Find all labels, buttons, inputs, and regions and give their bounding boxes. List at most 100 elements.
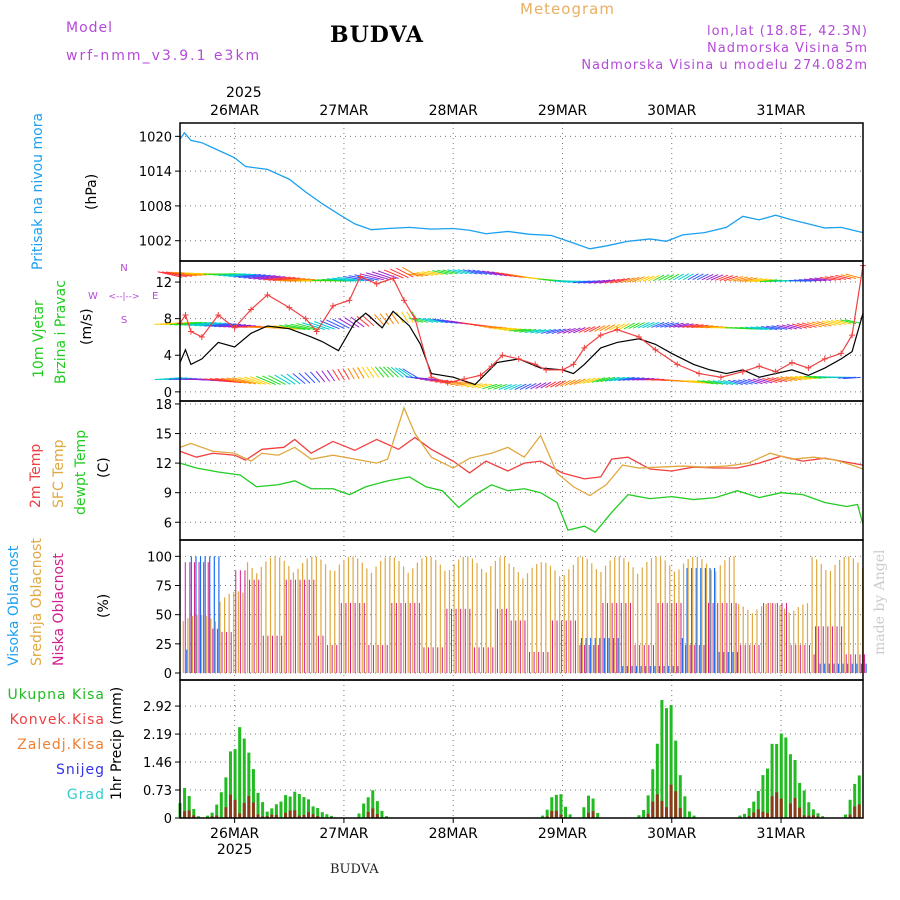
wind-barb xyxy=(250,376,271,385)
wind-barb xyxy=(199,322,227,327)
wind-barb xyxy=(562,327,576,334)
compass-north: N xyxy=(120,263,127,274)
x-tick-label-top: 26MAR xyxy=(210,103,259,119)
conv-precip-bar xyxy=(288,810,292,818)
wind-barb xyxy=(274,374,291,385)
legend-total-rain: Ukupna Kisa xyxy=(7,687,105,703)
wind-barb xyxy=(686,380,704,384)
wind-gust-marker xyxy=(346,297,353,304)
wind-barb xyxy=(819,276,837,281)
wind-barb xyxy=(826,320,842,326)
wind-barb xyxy=(692,273,704,281)
wind-barb xyxy=(530,382,542,390)
total-precip-bar xyxy=(637,815,641,818)
wind-barb xyxy=(588,279,606,284)
wind-gust-marker xyxy=(182,311,189,318)
total-precip-bar xyxy=(651,769,655,818)
wind-barb xyxy=(801,322,817,328)
conv-precip-bar xyxy=(765,813,769,818)
total-precip-bar xyxy=(743,813,747,818)
wind-barb xyxy=(837,376,856,379)
total-precip-bar xyxy=(541,815,545,818)
wind-gust-marker xyxy=(756,363,763,370)
conv-precip-bar xyxy=(187,810,191,818)
wind-barb xyxy=(524,329,542,334)
total-precip-bar xyxy=(738,815,742,818)
total-precip-bar xyxy=(655,743,659,818)
conv-precip-bar xyxy=(371,808,375,818)
conv-precip-bar xyxy=(788,803,792,818)
total-precip-bar xyxy=(183,787,187,818)
wind-barb xyxy=(747,378,763,385)
wind-barb xyxy=(646,321,660,329)
wind-barb xyxy=(226,377,252,385)
wind-gust-marker xyxy=(652,346,659,353)
y-tick-label: 8 xyxy=(164,313,172,328)
wind-barb xyxy=(416,271,434,276)
sfc-temp-line xyxy=(179,406,864,497)
conv-precip-bar xyxy=(761,811,765,818)
wind-barb xyxy=(194,322,222,327)
wind-barb xyxy=(677,323,694,328)
x-tick-label-top: 27MAR xyxy=(319,103,368,119)
wind-barb xyxy=(794,375,812,380)
conv-precip-bar xyxy=(183,811,187,818)
total-precip-bar xyxy=(756,790,760,818)
wind-barb xyxy=(746,277,763,283)
wind-barb xyxy=(315,371,326,383)
wind-barb xyxy=(738,379,753,385)
total-precip-bar xyxy=(206,815,210,818)
wind-barb xyxy=(377,270,399,279)
precip-unit: (mm) xyxy=(109,686,125,725)
wind-barb xyxy=(344,317,360,328)
wind-gust-marker xyxy=(515,355,522,362)
conv-precip-bar xyxy=(678,808,682,818)
wind-barb xyxy=(157,271,183,278)
legend-freezing-rain: Zaledj.Kisa xyxy=(17,737,105,753)
wind-barb xyxy=(223,324,252,328)
conv-precip-bar xyxy=(646,813,650,818)
temp-unit: (C) xyxy=(96,457,112,478)
wind-barb xyxy=(695,325,714,329)
wind-barb xyxy=(326,278,355,282)
wind-barb xyxy=(700,325,719,329)
wind-barb xyxy=(798,279,817,282)
low-cloud-axis-title: Niska Oblacnost xyxy=(51,553,67,666)
conv-precip-bar xyxy=(366,811,370,818)
wind-barb xyxy=(371,271,394,280)
wind-barb xyxy=(437,269,453,275)
wind-barb xyxy=(686,324,704,328)
wind-barb xyxy=(771,325,788,330)
wind-barb xyxy=(791,323,807,329)
wind-barb xyxy=(806,322,822,328)
wind-barb xyxy=(715,274,729,281)
y-tick-label: 15 xyxy=(155,428,172,443)
wind-barb xyxy=(613,376,630,382)
conv-precip-bar xyxy=(591,811,595,818)
wind-barb xyxy=(360,273,384,281)
y-tick-label: 9 xyxy=(164,487,172,502)
wind-barb xyxy=(728,276,743,282)
wind-gust-marker xyxy=(215,311,222,318)
wind-barb xyxy=(457,269,473,275)
wind-barb xyxy=(755,278,773,283)
total-precip-bar xyxy=(596,812,600,818)
wind-speed-line xyxy=(179,310,864,386)
wind-barb xyxy=(599,279,616,284)
wind-barb xyxy=(682,273,694,281)
wind-barb xyxy=(732,276,748,282)
wind-barb xyxy=(799,375,817,380)
wind-barb xyxy=(816,321,832,327)
conv-precip-bar xyxy=(242,802,246,818)
total-precip-bar xyxy=(375,801,379,818)
wind-barb xyxy=(564,379,576,386)
wind-barb xyxy=(263,276,291,281)
compass-south: S xyxy=(121,315,127,326)
conv-precip-bar xyxy=(660,800,664,818)
wind-barb xyxy=(573,378,586,385)
wind-barb xyxy=(637,275,650,283)
wind-barb xyxy=(370,366,380,378)
wind-barb xyxy=(228,273,256,277)
wind-barb xyxy=(472,269,488,275)
wind-gust-marker xyxy=(264,291,271,298)
